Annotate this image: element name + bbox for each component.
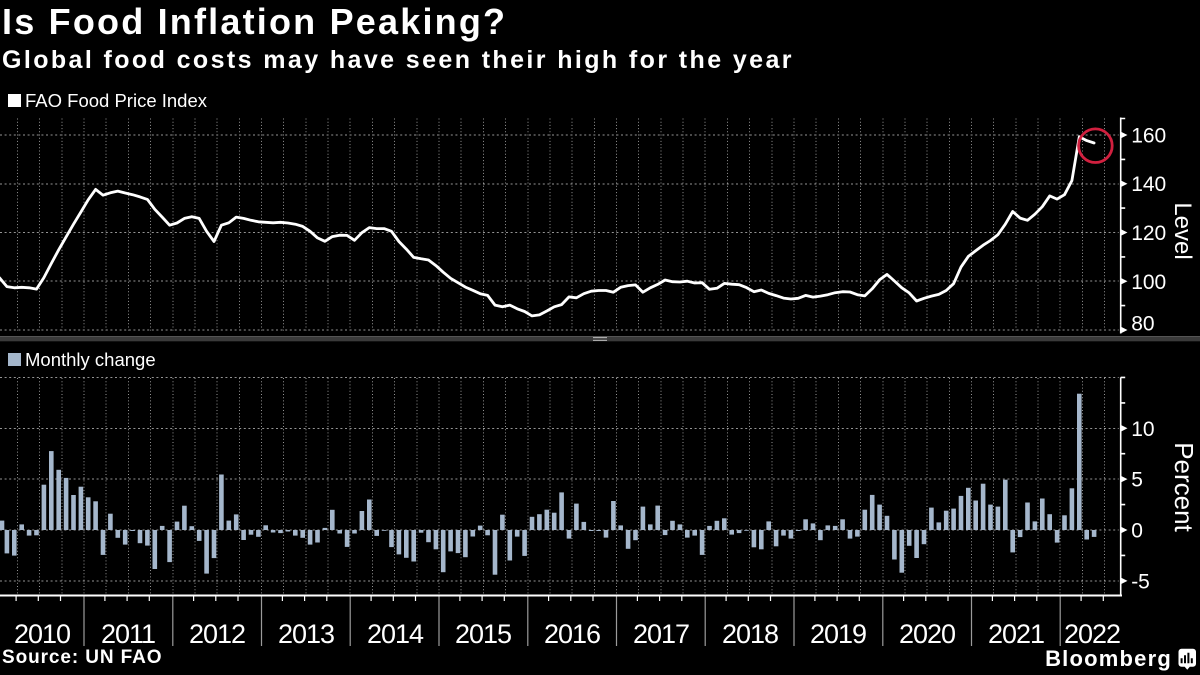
svg-text:2021: 2021 bbox=[988, 619, 1044, 649]
svg-text:Level: Level bbox=[1169, 202, 1196, 259]
svg-text:2018: 2018 bbox=[722, 619, 778, 649]
svg-text:80: 80 bbox=[1131, 313, 1154, 336]
svg-text:2015: 2015 bbox=[455, 619, 511, 649]
svg-text:10: 10 bbox=[1131, 418, 1154, 441]
svg-text:Monthly change: Monthly change bbox=[25, 349, 156, 370]
svg-text:Source: UN FAO: Source: UN FAO bbox=[2, 647, 162, 668]
svg-text:2010: 2010 bbox=[14, 619, 70, 649]
svg-text:2017: 2017 bbox=[633, 619, 689, 649]
svg-text:2011: 2011 bbox=[101, 619, 155, 649]
svg-text:Global food costs may have see: Global food costs may have seen their hi… bbox=[2, 46, 794, 74]
svg-text:Is Food Inflation Peaking?: Is Food Inflation Peaking? bbox=[2, 1, 507, 42]
svg-text:2020: 2020 bbox=[899, 619, 955, 649]
svg-text:160: 160 bbox=[1131, 125, 1166, 148]
svg-text:2016: 2016 bbox=[544, 619, 600, 649]
svg-text:-5: -5 bbox=[1131, 570, 1150, 593]
svg-text:120: 120 bbox=[1131, 222, 1166, 245]
svg-text:2013: 2013 bbox=[278, 619, 334, 649]
svg-text:Percent: Percent bbox=[1169, 442, 1199, 532]
svg-text:140: 140 bbox=[1131, 173, 1166, 196]
svg-text:100: 100 bbox=[1131, 271, 1166, 294]
svg-text:2022: 2022 bbox=[1064, 619, 1120, 649]
svg-text:5: 5 bbox=[1131, 469, 1143, 492]
svg-text:Bloomberg: Bloomberg bbox=[1045, 646, 1172, 671]
svg-text:FAO Food Price Index: FAO Food Price Index bbox=[25, 90, 208, 111]
svg-text:2014: 2014 bbox=[367, 619, 424, 649]
svg-text:2012: 2012 bbox=[189, 619, 245, 649]
svg-text:0: 0 bbox=[1131, 520, 1143, 543]
svg-text:2019: 2019 bbox=[810, 619, 866, 649]
